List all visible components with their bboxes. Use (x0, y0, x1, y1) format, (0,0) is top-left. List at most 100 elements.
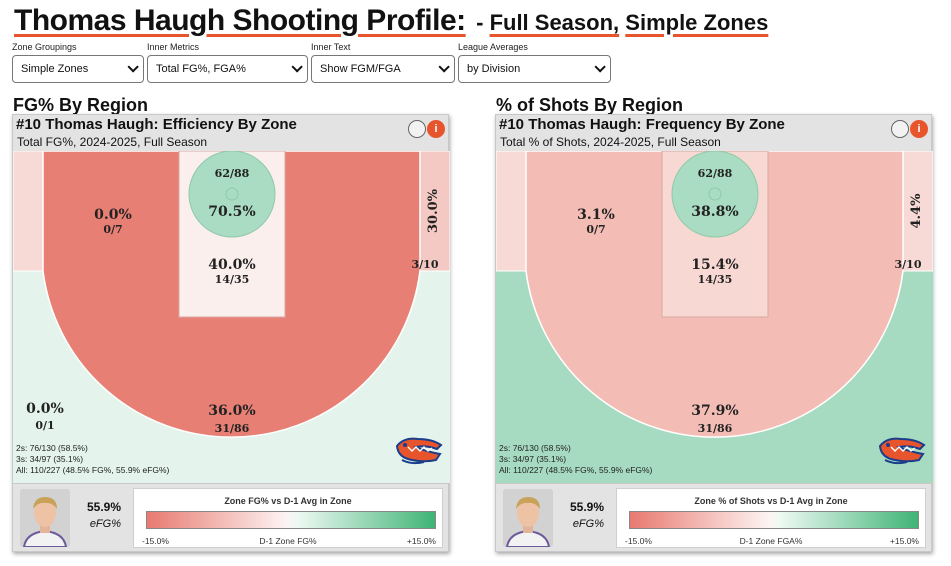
control-label: League Averages (458, 42, 528, 52)
control-label: Inner Text (311, 42, 351, 52)
shot-chart: 62/88 70.5% 40.0% 14/35 0.0% 0/7 30.0% 3… (13, 151, 450, 483)
florida-gators-logo (394, 433, 444, 472)
legend-axis-label: D-1 Zone FGA% (739, 536, 803, 546)
legend-title: Zone % of Shots vs D-1 Avg in Zone (694, 496, 848, 506)
control-inner-text: Inner Text Show FGM/FGA (311, 42, 455, 83)
rim-pct-label: 70.5% (208, 204, 255, 220)
legend-min: -15.0% (142, 536, 169, 546)
card-header: #10 Thomas Haugh: Frequency By Zone Tota… (496, 115, 931, 151)
player-avatar (503, 489, 553, 547)
left-corner-zone (13, 151, 44, 272)
midrange-pct-label: 0.0% (94, 207, 132, 223)
toggle-circle-button[interactable] (891, 120, 909, 138)
select-value: Total FG%, FGA% (156, 63, 246, 75)
twos-total: 2s: 76/130 (58.5%) (499, 443, 571, 453)
fg-by-region-heading: FG% By Region (13, 95, 149, 115)
card-title: #10 Thomas Haugh: Frequency By Zone (499, 116, 785, 133)
threes-total: 3s: 34/97 (35.1%) (16, 454, 84, 464)
inner-text-select[interactable]: Show FGM/FGA (311, 55, 455, 83)
left-corner-zone (496, 151, 527, 272)
info-icon[interactable]: i (427, 120, 445, 138)
three-frac-label: 31/86 (215, 422, 250, 435)
card-footer: 55.9% eFG% Zone % of Shots vs D-1 Avg in… (496, 483, 931, 551)
all-total: All: 110/227 (48.5% FG%, 55.9% eFG%) (16, 465, 170, 475)
season-totals: 2s: 76/130 (58.5%) 3s: 34/97 (35.1%) All… (16, 443, 169, 476)
chevron-down-icon (594, 61, 606, 73)
color-legend: Zone % of Shots vs D-1 Avg in Zone -15.0… (616, 488, 926, 548)
chevron-down-icon (291, 61, 303, 73)
paint-frac-label: 14/35 (215, 273, 250, 286)
rim-pct-label: 38.8% (691, 204, 738, 220)
shots-by-region-heading: % of Shots By Region (496, 95, 684, 115)
all-total: All: 110/227 (48.5% FG%, 55.9% eFG%) (499, 465, 653, 475)
three-pct-label: 37.9% (691, 403, 738, 419)
paint-pct-label: 40.0% (208, 257, 255, 273)
legend-max: +15.0% (889, 536, 919, 546)
efg-label: eFG% (572, 518, 604, 530)
corner-frac-label: 3/10 (895, 258, 922, 271)
hoop-icon (225, 187, 239, 201)
season-totals: 2s: 76/130 (58.5%) 3s: 34/97 (35.1%) All… (499, 443, 652, 476)
legend-gradient-bar (146, 511, 436, 529)
card-footer: 55.9% eFG% Zone FG% vs D-1 Avg in Zone -… (13, 483, 448, 551)
efg-value: 55.9% (569, 500, 604, 514)
card-title: #10 Thomas Haugh: Efficiency By Zone (16, 116, 297, 133)
left-pct-label: 0.0% (26, 401, 64, 417)
player-avatar (20, 489, 70, 547)
paint-frac-label: 14/35 (698, 273, 733, 286)
legend-gradient-bar (629, 511, 919, 529)
efficiency-card: #10 Thomas Haugh: Efficiency By Zone Tot… (12, 114, 450, 552)
control-inner-metrics: Inner Metrics Total FG%, FGA% (147, 42, 308, 83)
efg-label: eFG% (89, 518, 121, 530)
page-title-season: Full Season, (489, 10, 620, 35)
three-pct-label: 36.0% (208, 403, 255, 419)
rim-zone (671, 151, 759, 238)
control-label: Inner Metrics (147, 42, 200, 52)
three-frac-label: 31/86 (698, 422, 733, 435)
midrange-frac-label: 0/7 (103, 223, 122, 236)
frequency-card: #10 Thomas Haugh: Frequency By Zone Tota… (495, 114, 933, 552)
select-value: Show FGM/FGA (320, 63, 401, 75)
right-corner-zone (419, 151, 450, 272)
midrange-pct-label: 3.1% (577, 207, 615, 223)
card-header: #10 Thomas Haugh: Efficiency By Zone Tot… (13, 115, 448, 151)
select-value: Simple Zones (21, 63, 89, 75)
chevron-down-icon (127, 61, 139, 73)
left-frac-label: 0/1 (35, 419, 54, 432)
info-icon[interactable]: i (910, 120, 928, 138)
page-title-zones: Simple Zones (625, 10, 769, 35)
control-league-averages: League Averages by Division (458, 42, 611, 83)
efg-value: 55.9% (86, 500, 121, 514)
legend-min: -15.0% (625, 536, 652, 546)
toggle-circle-button[interactable] (408, 120, 426, 138)
zone-groupings-select[interactable]: Simple Zones (12, 55, 144, 83)
paint-pct-label: 15.4% (691, 257, 738, 273)
midrange-frac-label: 0/7 (586, 223, 605, 236)
league-averages-select[interactable]: by Division (458, 55, 611, 83)
color-legend: Zone FG% vs D-1 Avg in Zone -15.0% D-1 Z… (133, 488, 443, 548)
corner-pct-label: 30.0% (426, 188, 441, 233)
rim-frac-label: 62/88 (698, 167, 733, 180)
inner-metrics-select[interactable]: Total FG%, FGA% (147, 55, 308, 83)
legend-axis-label: D-1 Zone FG% (259, 536, 317, 546)
card-subtitle: Total % of Shots, 2024-2025, Full Season (500, 135, 721, 149)
rim-zone (188, 151, 276, 238)
threes-total: 3s: 34/97 (35.1%) (499, 454, 567, 464)
twos-total: 2s: 76/130 (58.5%) (16, 443, 88, 453)
hoop-icon (708, 187, 722, 201)
page-title-dash: - (476, 10, 484, 35)
control-label: Zone Groupings (12, 42, 77, 52)
court-svg: 62/88 38.8% 15.4% 14/35 3.1% 0/7 4.4% 3/… (496, 151, 933, 483)
select-value: by Division (467, 63, 521, 75)
court-svg: 62/88 70.5% 40.0% 14/35 0.0% 0/7 30.0% 3… (13, 151, 450, 483)
control-zone-groupings: Zone Groupings Simple Zones (12, 42, 144, 83)
chevron-down-icon (438, 61, 450, 73)
legend-title: Zone FG% vs D-1 Avg in Zone (224, 496, 352, 506)
page-title-sub: - Full Season, Simple Zones (476, 10, 768, 35)
page-title-main: Thomas Haugh Shooting Profile: (14, 4, 466, 37)
page-title: Thomas Haugh Shooting Profile: - Full Se… (14, 4, 768, 38)
card-subtitle: Total FG%, 2024-2025, Full Season (17, 135, 208, 149)
corner-pct-label: 4.4% (909, 193, 924, 229)
shot-chart: 62/88 38.8% 15.4% 14/35 3.1% 0/7 4.4% 3/… (496, 151, 933, 483)
legend-max: +15.0% (406, 536, 436, 546)
